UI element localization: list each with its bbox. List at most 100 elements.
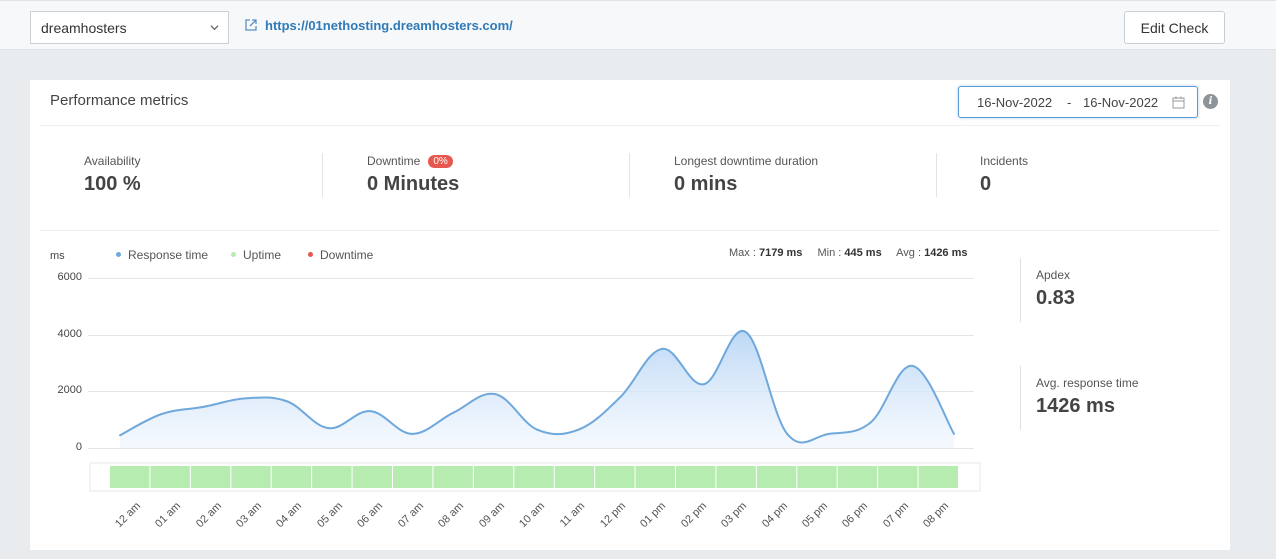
response-time-area — [120, 330, 954, 448]
performance-card: Performance metrics 16-Nov-2022 - 16-Nov… — [30, 80, 1230, 550]
response-time-point[interactable] — [536, 428, 538, 431]
y-tick-label: 6000 — [57, 271, 82, 283]
response-time-point[interactable] — [410, 432, 413, 435]
chart-summary: Max : 7179 ms Min : 445 ms Avg : 1426 ms — [729, 247, 968, 259]
top-bar: dreamhosters https://01nethosting.dreamh… — [0, 0, 1276, 50]
y-tick-label: 4000 — [57, 327, 82, 340]
uptime-block[interactable] — [473, 466, 514, 488]
avg-response-value: 1426 ms — [1036, 395, 1115, 417]
incidents-label: Incidents — [980, 154, 1029, 168]
date-range-picker[interactable]: 16-Nov-2022 - 16-Nov-2022 — [958, 86, 1198, 118]
response-time-point[interactable] — [911, 364, 914, 367]
response-time-point[interactable] — [369, 410, 372, 413]
stat-downtime: Downtime 0% 0 Minutes — [367, 154, 459, 196]
uptime-block[interactable] — [393, 466, 433, 488]
stat-separator — [629, 153, 630, 197]
date-separator: - — [1067, 95, 1072, 110]
availability-label: Availability — [84, 154, 141, 168]
side-stat-bar — [1020, 366, 1021, 430]
legend-dot — [231, 252, 236, 257]
incidents-value: 0 — [980, 173, 992, 195]
longest-downtime-label: Longest downtime duration — [674, 154, 819, 168]
gridline — [88, 334, 974, 336]
response-time-point[interactable] — [953, 432, 955, 435]
chart-svg — [89, 330, 981, 492]
response-time-point[interactable] — [869, 421, 872, 424]
max-label: Max : — [729, 247, 756, 259]
avg-value: 1426 ms — [924, 247, 968, 259]
legend-response-time[interactable]: Response time — [116, 248, 208, 262]
uptime-block[interactable] — [635, 466, 675, 488]
stat-incidents: Incidents 0 — [980, 154, 1028, 196]
longest-downtime-value: 0 mins — [674, 173, 738, 195]
date-to: 16-Nov-2022 — [1083, 95, 1159, 110]
uptime-block[interactable] — [676, 466, 716, 488]
response-time-point[interactable] — [619, 396, 622, 398]
site-select[interactable]: dreamhosters — [30, 11, 229, 44]
response-time-point[interactable] — [285, 400, 288, 403]
uptime-block[interactable] — [514, 466, 554, 488]
gridline — [88, 278, 974, 279]
date-from: 16-Nov-2022 — [977, 95, 1053, 110]
uptime-block[interactable] — [756, 466, 797, 488]
header-divider — [40, 125, 1220, 126]
response-time-point[interactable] — [744, 330, 747, 333]
downtime-badge: 0% — [428, 155, 453, 168]
uptime-block[interactable] — [918, 466, 958, 488]
response-time-point[interactable] — [494, 393, 497, 396]
legend-downtime[interactable]: Downtime — [308, 248, 373, 262]
external-link-icon[interactable] — [244, 18, 258, 32]
stats-divider — [40, 230, 1220, 231]
uptime-block[interactable] — [797, 466, 837, 488]
legend-uptime[interactable]: Uptime — [231, 248, 281, 262]
uptime-block[interactable] — [554, 466, 595, 488]
uptime-block[interactable] — [837, 466, 878, 488]
y-axis-unit: ms — [50, 250, 65, 262]
downtime-value: 0 Minutes — [367, 173, 460, 195]
response-time-point[interactable] — [702, 383, 705, 386]
apdex-value: 0.83 — [1036, 287, 1075, 309]
edit-check-button[interactable]: Edit Check — [1124, 11, 1225, 44]
avg-label: Avg : — [896, 247, 922, 259]
response-time-point[interactable] — [786, 432, 789, 435]
info-icon[interactable]: i — [1203, 94, 1218, 109]
side-stat-apdex: Apdex 0.83 — [1020, 258, 1075, 322]
legend-dot — [308, 252, 313, 257]
uptime-block[interactable] — [231, 466, 271, 488]
response-time-point[interactable] — [452, 411, 455, 414]
apdex-label: Apdex — [1036, 268, 1071, 282]
response-time-point[interactable] — [160, 413, 163, 415]
response-time-point[interactable] — [327, 427, 330, 430]
uptime-block[interactable] — [312, 466, 352, 488]
site-select-value: dreamhosters — [41, 20, 127, 36]
gridline — [88, 391, 974, 393]
avg-response-label: Avg. response time — [1036, 376, 1139, 390]
min-value: 445 ms — [844, 247, 882, 259]
legend-label: Uptime — [243, 248, 282, 262]
uptime-block[interactable] — [352, 466, 392, 488]
response-time-point[interactable] — [202, 405, 205, 408]
stat-separator — [936, 153, 937, 197]
max-value: 7179 ms — [758, 247, 803, 259]
side-stat-avg-response: Avg. response time 1426 ms — [1020, 366, 1139, 430]
uptime-block[interactable] — [190, 466, 231, 488]
response-time-point[interactable] — [119, 434, 121, 437]
uptime-block[interactable] — [595, 466, 635, 488]
uptime-block[interactable] — [716, 466, 756, 488]
uptime-block[interactable] — [150, 466, 190, 488]
response-time-point[interactable] — [577, 428, 580, 431]
side-stat-bar — [1020, 258, 1021, 322]
uptime-block[interactable] — [110, 466, 150, 488]
uptime-block[interactable] — [433, 466, 473, 488]
uptime-block[interactable] — [878, 466, 918, 488]
uptime-block[interactable] — [271, 466, 312, 488]
response-time-point[interactable] — [244, 397, 247, 400]
stat-separator — [322, 153, 323, 197]
legend-label: Downtime — [320, 248, 374, 262]
y-tick-label: 0 — [75, 441, 82, 453]
response-time-point[interactable] — [827, 432, 830, 435]
min-label: Min : — [817, 247, 842, 259]
stat-availability: Availability 100 % — [84, 154, 141, 196]
response-time-point[interactable] — [661, 347, 664, 350]
check-url-link[interactable]: https://01nethosting.dreamhosters.com/ — [265, 18, 513, 33]
